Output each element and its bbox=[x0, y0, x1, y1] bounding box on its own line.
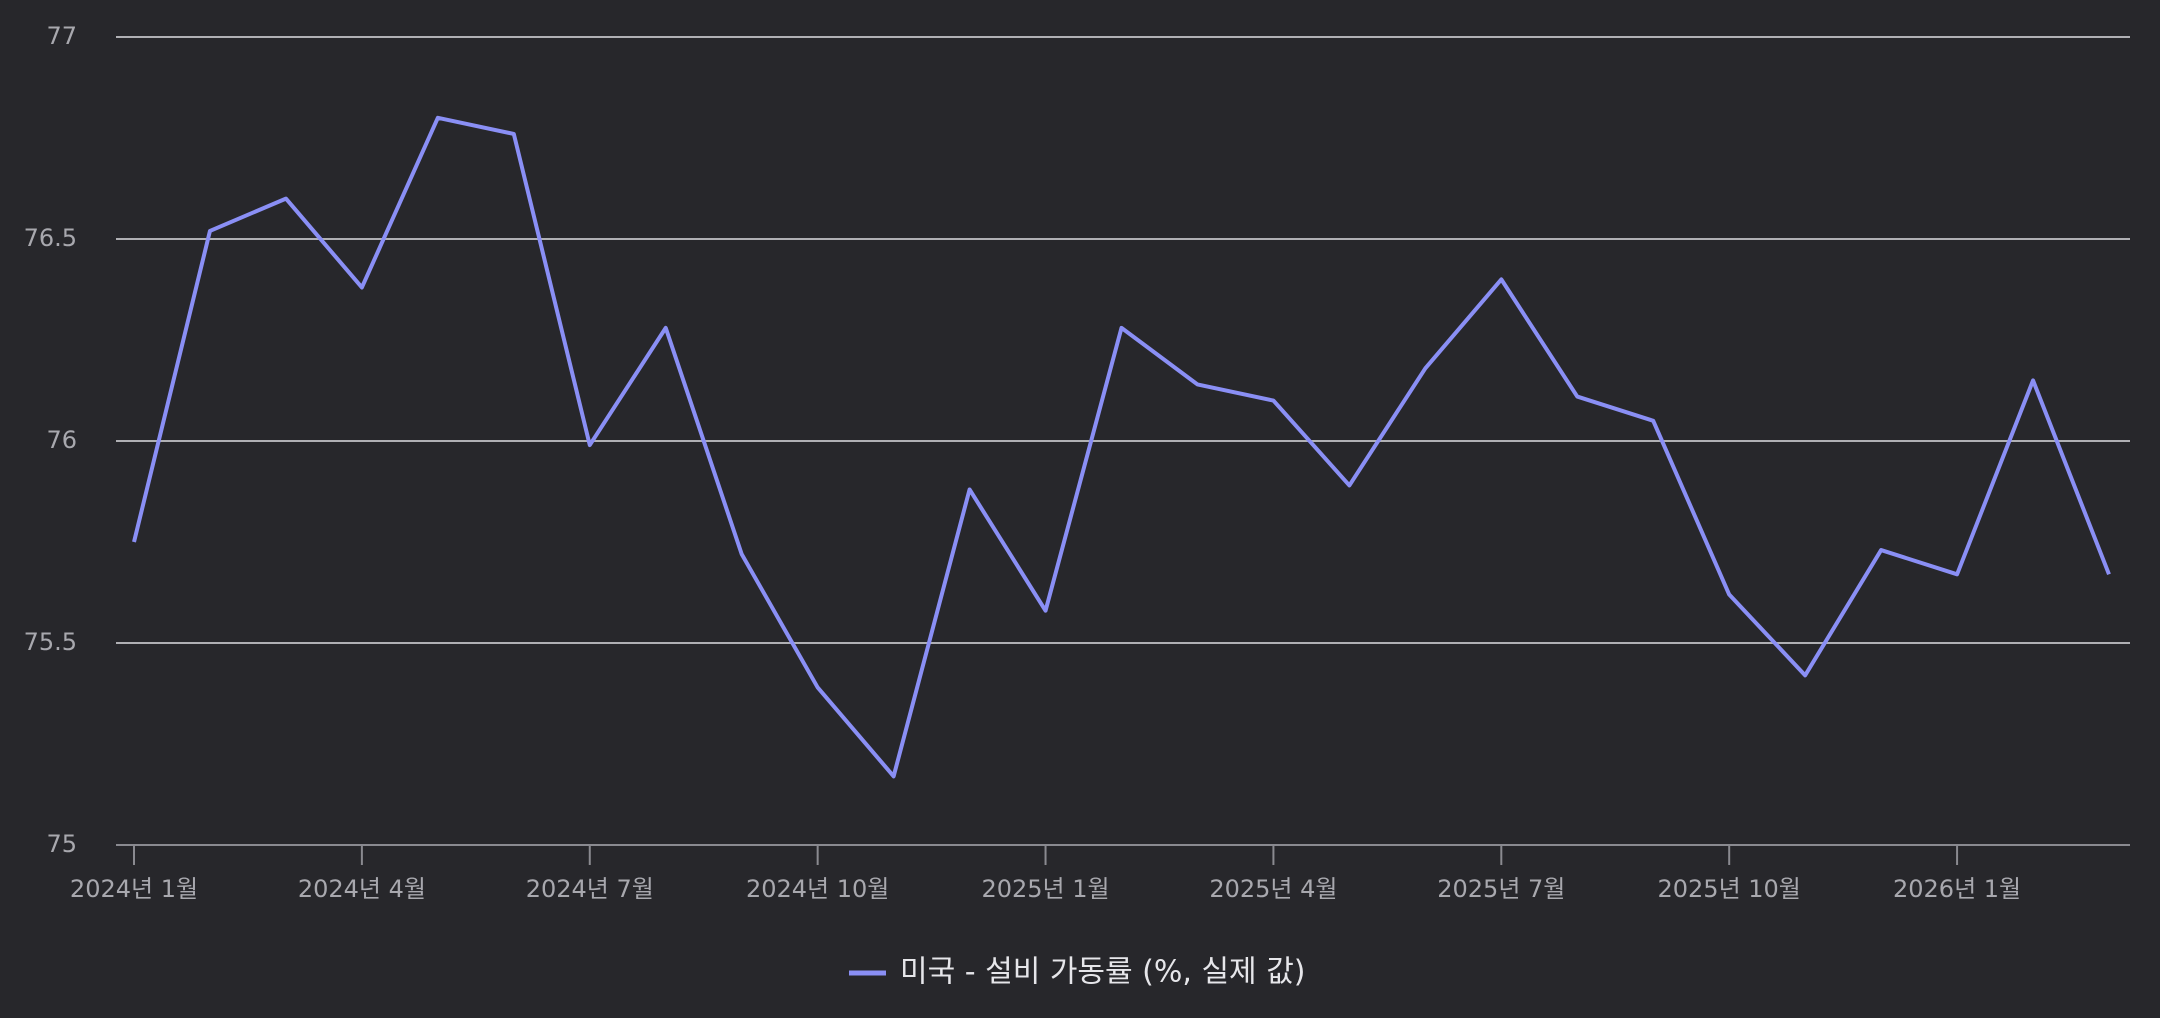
series-line bbox=[132, 115, 2111, 779]
legend-label: 미국 - 설비 가동률 (%, 실제 값) bbox=[900, 955, 1306, 990]
x-tick-label: 2025년 7월 bbox=[1437, 875, 1565, 903]
y-tick-label: 76 bbox=[46, 426, 77, 454]
x-tick-label: 2024년 7월 bbox=[526, 875, 654, 903]
y-tick-label: 75.5 bbox=[24, 628, 77, 656]
x-tick-label: 2025년 4월 bbox=[1209, 875, 1337, 903]
x-tick-label: 2024년 4월 bbox=[298, 875, 426, 903]
x-tick-label: 2024년 10월 bbox=[746, 875, 889, 903]
x-tick-label: 2025년 10월 bbox=[1657, 875, 1800, 903]
y-tick-label: 77 bbox=[46, 22, 77, 50]
y-tick-label: 75 bbox=[46, 830, 77, 858]
x-tick-label: 2025년 1월 bbox=[981, 875, 1109, 903]
x-tick-label: 2024년 1월 bbox=[70, 875, 198, 903]
x-tick-label: 2026년 1월 bbox=[1893, 875, 2021, 903]
y-tick-label: 76.5 bbox=[24, 224, 77, 252]
